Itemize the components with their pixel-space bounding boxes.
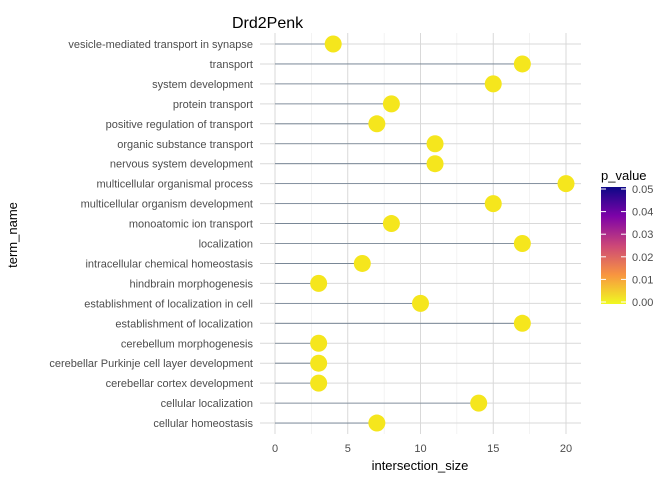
- y-tick-label: establishment of localization in cell: [84, 298, 253, 310]
- y-axis-title: term_name: [5, 202, 20, 268]
- legend-label: 0.03: [632, 229, 653, 241]
- data-point: [310, 334, 328, 352]
- y-tick-label: organic substance transport: [117, 139, 253, 151]
- data-point: [310, 374, 328, 392]
- y-tick-label: multicellular organism development: [81, 199, 253, 211]
- y-tick-label: protein transport: [173, 99, 253, 111]
- legend-label: 0.01: [632, 274, 653, 286]
- legend-title: p_value: [601, 168, 647, 183]
- data-point: [513, 314, 531, 332]
- y-tick-label: cerebellar Purkinje cell layer developme…: [49, 358, 253, 370]
- grid: [260, 33, 581, 434]
- y-tick-labels: vesicle-mediated transport in synapse tra…: [49, 39, 253, 430]
- y-tick-label: nervous system development: [110, 159, 253, 171]
- data-point: [368, 115, 386, 133]
- y-tick-label: transport: [210, 59, 253, 71]
- y-tick-label: cellular homeostasis: [153, 418, 253, 430]
- data-point: [310, 274, 328, 292]
- y-tick-label: hindbrain morphogenesis: [129, 278, 253, 290]
- data-point: [324, 35, 342, 53]
- legend-label: 0.04: [632, 207, 653, 219]
- data-point: [382, 95, 400, 113]
- data-point: [382, 215, 400, 233]
- data-point: [513, 235, 531, 252]
- legend-label: 0.00: [632, 297, 653, 309]
- y-tick-label: localization: [199, 239, 253, 251]
- data-point: [557, 175, 575, 193]
- y-tick-label: cerebellar cortex development: [106, 378, 253, 390]
- chart-title: Drd2Penk: [232, 15, 304, 32]
- y-tick-label: cellular localization: [161, 398, 253, 410]
- y-tick-label: establishment of localization: [115, 318, 253, 330]
- y-tick-label: vesicle-mediated transport in synapse: [68, 39, 253, 51]
- y-tick-label: intracellular chemical homeostasis: [85, 258, 253, 270]
- x-tick-label: 0: [272, 443, 278, 455]
- y-tick-label: cerebellum morphogenesis: [121, 338, 254, 350]
- x-tick-label: 10: [414, 443, 426, 455]
- legend-colorbar: [601, 187, 626, 304]
- y-tick-label: monoatomic ion transport: [129, 219, 253, 231]
- legend-ticks: 0.05 0.04 0.03 0.02 0.01 0.00: [601, 184, 653, 309]
- data-point: [353, 254, 371, 272]
- legend-label: 0.02: [632, 252, 653, 264]
- data-point: [426, 155, 444, 173]
- data-point: [368, 414, 386, 432]
- data-point: [310, 354, 328, 372]
- x-tick-label: 5: [345, 443, 351, 455]
- data-point: [426, 135, 444, 153]
- data-point: [513, 55, 531, 73]
- x-tick-label: 15: [487, 443, 499, 455]
- legend-label: 0.05: [632, 184, 653, 196]
- y-tick-label: positive regulation of transport: [106, 119, 253, 131]
- legend: p_value 0.05 0.04 0.03 0.02 0.01 0.00: [601, 168, 653, 309]
- data-point: [412, 294, 429, 312]
- data-point: [470, 394, 488, 412]
- x-tick-label: 20: [560, 443, 572, 455]
- y-tick-label: system development: [152, 79, 253, 91]
- y-tick-label: multicellular organismal process: [96, 179, 253, 191]
- points: [310, 35, 575, 432]
- x-axis-title: intersection_size: [372, 458, 469, 473]
- data-point: [484, 75, 502, 93]
- x-tick-labels: 0 5 10 15 20: [272, 443, 572, 455]
- data-point: [484, 195, 502, 213]
